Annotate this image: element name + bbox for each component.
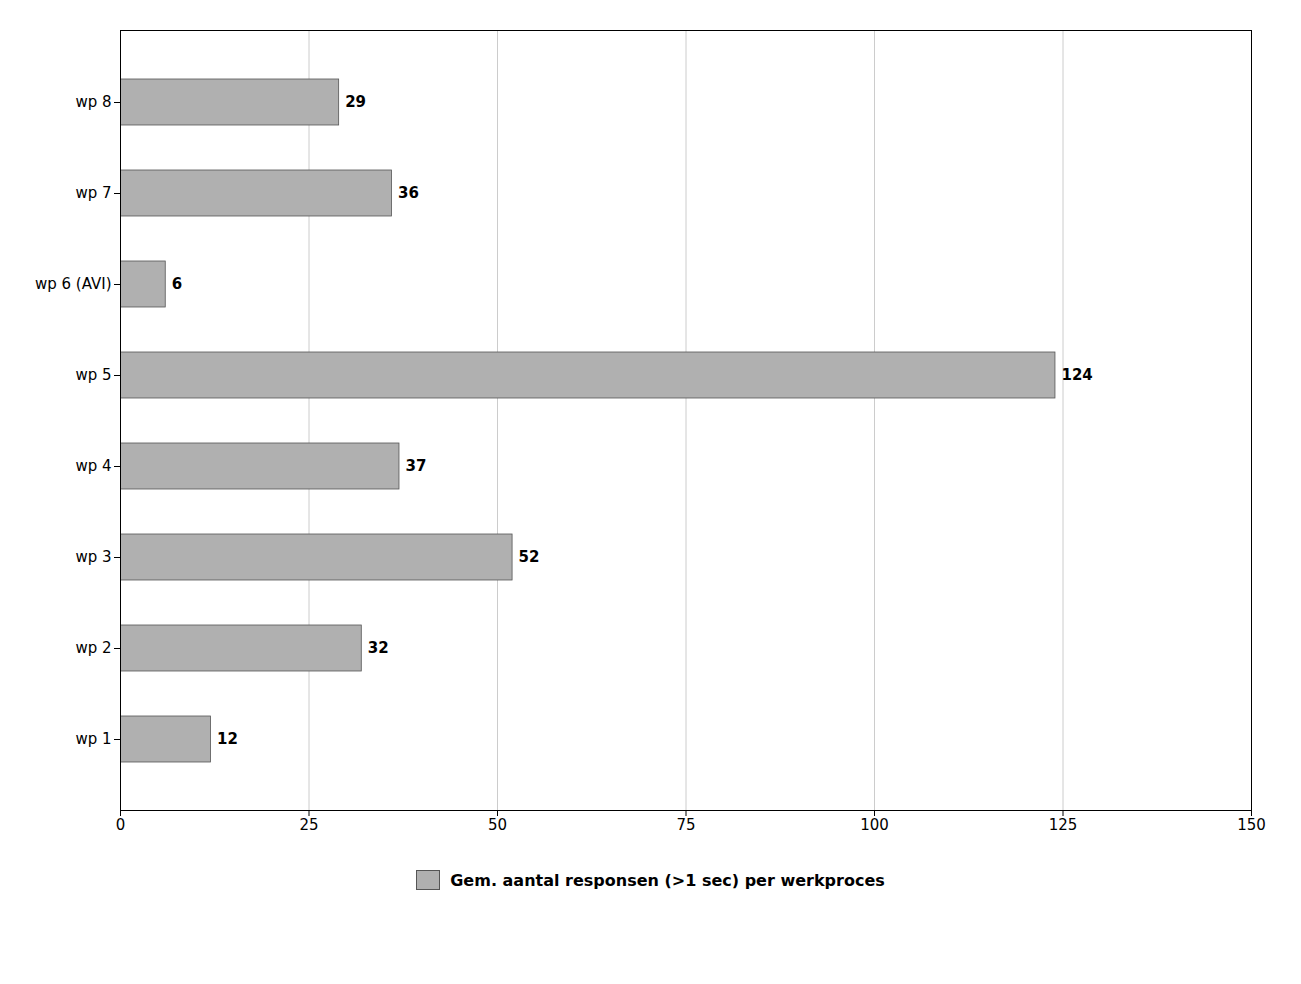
- svg-text:75: 75: [676, 816, 695, 834]
- svg-text:25: 25: [299, 816, 318, 834]
- svg-text:12: 12: [217, 730, 238, 748]
- svg-text:125: 125: [1049, 816, 1078, 834]
- svg-text:wp 1: wp 1: [75, 730, 111, 748]
- svg-text:150: 150: [1237, 816, 1266, 834]
- svg-text:52: 52: [519, 548, 540, 566]
- svg-text:37: 37: [405, 457, 426, 475]
- svg-text:100: 100: [860, 816, 889, 834]
- svg-text:wp 7: wp 7: [75, 184, 111, 202]
- svg-text:29: 29: [345, 93, 366, 111]
- svg-text:wp 6 (AVI): wp 6 (AVI): [35, 275, 112, 293]
- svg-text:124: 124: [1061, 366, 1092, 384]
- svg-text:wp 3: wp 3: [75, 548, 111, 566]
- svg-text:wp 4: wp 4: [75, 457, 111, 475]
- html-text:Gem. aantal responsen (>1 sec): Gem. aantal responsen (>1 sec) per werkp…: [450, 870, 885, 890]
- svg-text:wp 8: wp 8: [75, 93, 111, 111]
- svg-text:wp 2: wp 2: [75, 639, 111, 657]
- svg-text:0: 0: [116, 816, 126, 834]
- svg-text:6: 6: [172, 275, 182, 293]
- svg-text:36: 36: [398, 184, 419, 202]
- svg-text:50: 50: [488, 816, 507, 834]
- svg-text:32: 32: [368, 639, 389, 657]
- svg-text:wp 5: wp 5: [75, 366, 111, 384]
